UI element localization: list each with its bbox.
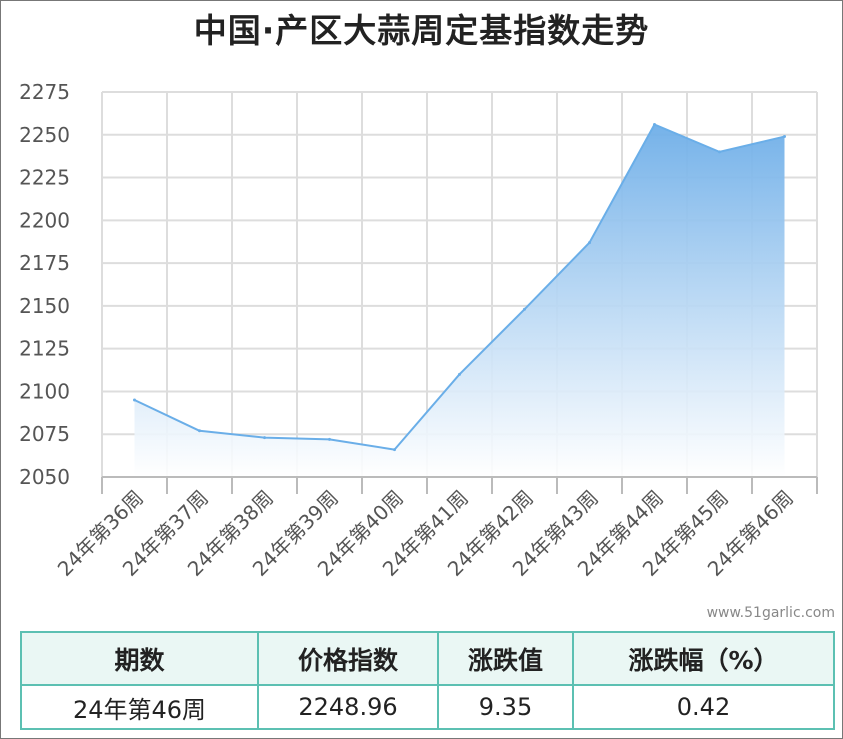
cell-change-value: 9.35	[437, 684, 574, 730]
data-point	[198, 429, 201, 433]
data-point	[718, 150, 721, 154]
cell-price-index: 2248.96	[257, 684, 439, 730]
y-tick-label: 2225	[19, 166, 70, 190]
table-row: 24年第46周 2248.96 9.35 0.42	[20, 684, 835, 730]
y-tick-label: 2175	[19, 251, 70, 275]
cell-change-percent: 0.42	[572, 684, 835, 730]
y-tick-label: 2075	[19, 422, 70, 446]
chart-title: 中国·产区大蒜周定基指数走势	[193, 11, 650, 50]
header-change-percent: 涨跌幅（%）	[572, 631, 835, 686]
y-tick-label: 2200	[19, 208, 70, 232]
series-area	[134, 124, 785, 477]
data-point	[783, 135, 786, 139]
data-point	[458, 372, 461, 376]
data-point	[653, 123, 656, 127]
y-tick-label: 2150	[19, 294, 70, 318]
watermark: www.51garlic.com	[706, 605, 835, 621]
data-point	[588, 241, 591, 245]
data-point	[393, 448, 396, 452]
y-tick-label: 2125	[19, 337, 70, 361]
data-point	[263, 436, 266, 440]
data-point	[133, 398, 136, 402]
y-tick-label: 2050	[19, 465, 70, 489]
y-tick-label: 2275	[19, 80, 70, 104]
y-tick-label: 2250	[19, 123, 70, 147]
chart-svg: 2050 2075 2100 2125 2150 2175 2200 2225 2250 2275…	[19, 80, 818, 581]
table-header-row: 期数 价格指数 涨跌值 涨跌幅（%）	[20, 631, 835, 686]
y-tick-label: 2100	[19, 379, 70, 403]
data-point	[328, 437, 331, 441]
cell-period: 24年第46周	[20, 684, 259, 730]
summary-table: 期数 价格指数 涨跌值 涨跌幅（%） 24年第46周 2248.96 9.35 …	[20, 631, 835, 730]
data-point	[523, 307, 526, 311]
header-price-index: 价格指数	[257, 631, 439, 686]
header-period: 期数	[20, 631, 259, 686]
header-change-value: 涨跌值	[437, 631, 574, 686]
